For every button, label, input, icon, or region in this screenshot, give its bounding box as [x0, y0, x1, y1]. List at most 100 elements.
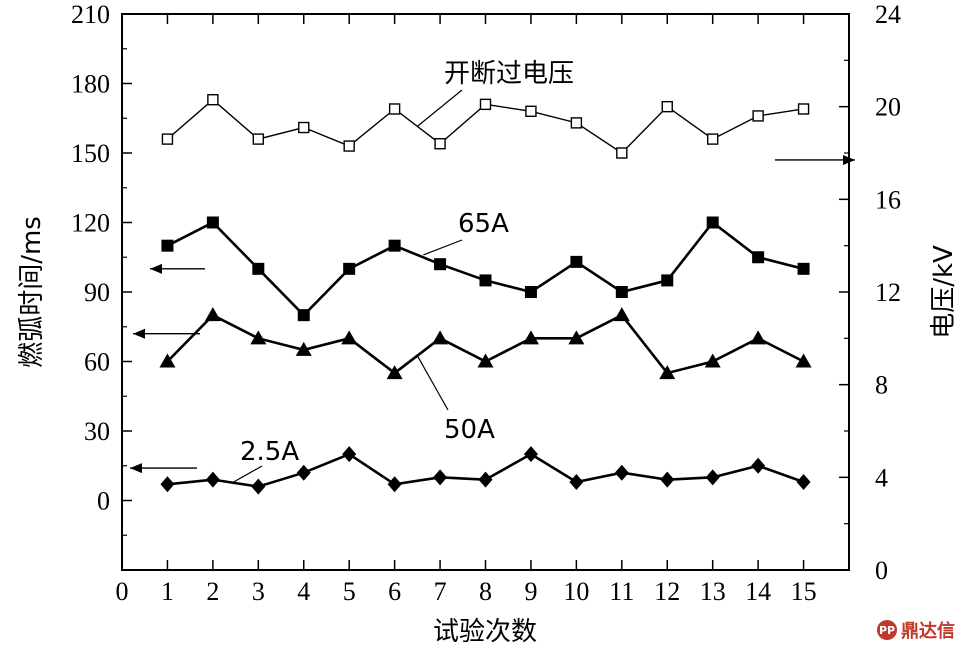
x-tick-label: 9	[524, 577, 537, 606]
marker-开断过电压	[661, 100, 673, 113]
x-tick-label: 15	[791, 577, 817, 606]
marker-50A	[386, 365, 403, 380]
y-right-tick-label: 8	[875, 371, 888, 400]
marker-50A	[795, 353, 812, 368]
y-right-tick-label: 12	[875, 278, 901, 307]
x-tick-label: 5	[343, 577, 356, 606]
y-right-tick-label: 20	[875, 93, 901, 122]
marker-50A	[522, 330, 539, 345]
y-left-tick-label: 120	[71, 209, 110, 238]
marker-2.5A	[705, 469, 720, 486]
y-left-tick-label: 60	[84, 348, 110, 377]
watermark: PP 鼎达信	[877, 617, 955, 643]
annotation-layer: 开断过电压 65A 50A 2.5A	[231, 59, 574, 484]
leader-line	[416, 355, 449, 411]
marker-2.5A	[387, 476, 402, 493]
marker-开断过电压	[161, 133, 174, 145]
y-right-tick-label: 16	[875, 185, 901, 214]
marker-50A	[477, 353, 494, 368]
x-tick-label: 10	[563, 577, 589, 606]
series-annotation: 50A	[444, 415, 495, 445]
marker-开断过电压	[797, 103, 810, 115]
x-tick-label: 11	[609, 577, 634, 606]
marker-50A	[250, 330, 267, 345]
leader-line	[423, 239, 463, 256]
ticks-layer: 0 1 2 3 4 5 6 7 8 9 10 11 12 13 14 15030609012015018021…	[71, 0, 901, 606]
marker-50A	[704, 353, 721, 368]
marker-2.5A	[160, 476, 175, 493]
y-left-tick-label: 30	[84, 417, 110, 446]
y-left-tick-label: 150	[71, 139, 110, 168]
axis-arrow-head	[130, 463, 142, 474]
y-left-tick-label: 180	[71, 70, 110, 99]
y-right-tick-label: 4	[875, 463, 888, 492]
marker-2.5A	[751, 457, 766, 474]
y-left-tick-label: 0	[97, 487, 110, 516]
x-tick-label: 7	[434, 577, 447, 606]
x-tick-label: 4	[297, 577, 310, 606]
marker-50A	[204, 307, 221, 322]
x-tick-label: 14	[745, 577, 771, 606]
y-left-axis-title: 燃弧时间/ms	[17, 216, 47, 368]
marker-65A	[297, 309, 310, 322]
marker-开断过电压	[343, 140, 355, 152]
marker-2.5A	[614, 464, 629, 481]
marker-2.5A	[523, 446, 538, 463]
marker-65A	[797, 262, 810, 275]
axis-arrow-head	[133, 328, 145, 339]
watermark-badge-icon: PP	[877, 620, 897, 640]
marker-65A	[434, 258, 447, 271]
axis-arrow-head	[150, 263, 162, 274]
marker-65A	[388, 239, 401, 252]
marker-开断过电压	[207, 94, 219, 106]
x-tick-label: 1	[161, 577, 174, 606]
marker-开断过电压	[298, 121, 310, 134]
leader-line	[416, 89, 463, 127]
marker-开断过电压	[706, 133, 719, 145]
x-axis-title: 试验次数	[433, 617, 537, 647]
series-annotation: 65A	[458, 209, 509, 239]
x-tick-label: 6	[388, 577, 401, 606]
marker-开断过电压	[525, 105, 537, 118]
marker-50A	[295, 341, 312, 356]
marker-开断过电压	[388, 103, 401, 115]
marker-65A	[479, 274, 492, 287]
x-tick-label: 3	[252, 577, 265, 606]
marker-开断过电压	[252, 133, 265, 145]
marker-开断过电压	[752, 110, 764, 122]
series-annotation: 开断过电压	[444, 59, 574, 89]
y-left-tick-label: 210	[71, 0, 110, 29]
marker-50A	[659, 365, 676, 380]
x-tick-label: 13	[700, 577, 726, 606]
marker-2.5A	[433, 469, 448, 486]
y-right-tick-label: 0	[875, 556, 888, 585]
marker-2.5A	[796, 473, 811, 490]
marker-开断过电压	[479, 98, 492, 111]
series-annotation: 2.5A	[240, 437, 299, 467]
marker-50A	[432, 330, 449, 345]
marker-2.5A	[296, 464, 311, 481]
marker-2.5A	[660, 471, 675, 488]
arrows-layer	[130, 154, 855, 474]
y-left-tick-label: 90	[84, 278, 110, 307]
marker-65A	[161, 239, 174, 252]
marker-65A	[252, 262, 265, 275]
x-tick-label: 8	[479, 577, 492, 606]
y-right-tick-label: 24	[875, 0, 901, 29]
marker-65A	[524, 286, 537, 298]
marker-50A	[750, 330, 767, 345]
marker-2.5A	[205, 471, 220, 488]
marker-50A	[159, 353, 176, 368]
axis-arrow-head	[843, 154, 855, 165]
marker-65A	[206, 216, 219, 229]
marker-65A	[570, 255, 583, 268]
marker-2.5A	[251, 478, 266, 495]
y-right-axis-title: 电压/kV	[929, 245, 959, 339]
marker-50A	[568, 330, 585, 345]
leader-line	[231, 465, 263, 484]
marker-2.5A	[478, 471, 493, 488]
marker-65A	[343, 262, 356, 275]
marker-2.5A	[569, 473, 584, 490]
